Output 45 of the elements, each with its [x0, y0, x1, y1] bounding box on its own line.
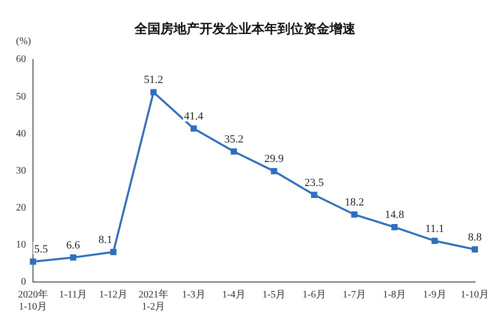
x-tick-label: 1-3月 [182, 290, 206, 301]
point [110, 248, 116, 256]
point [70, 254, 76, 261]
data-label: 5.5 [34, 244, 48, 256]
point [472, 246, 478, 253]
data-label: 8.8 [468, 231, 482, 244]
data-label: 35.2 [224, 134, 244, 146]
y-tick-label: 0 [21, 276, 26, 288]
point [30, 258, 36, 265]
x-tick-label: 1-12月 [99, 290, 128, 301]
data-label: 23.5 [304, 176, 324, 189]
x-tick-label: 1-7月 [342, 290, 366, 301]
x-tick-label: 1-5月 [262, 290, 286, 301]
x-tick-label: 2020年 1-10月 [18, 288, 48, 313]
data-label: 11.1 [425, 222, 444, 235]
point [391, 224, 398, 230]
data-label: 8.1 [98, 234, 112, 246]
point [432, 238, 438, 244]
x-tick-label: 1-9月 [422, 290, 446, 301]
y-axis-title: (%) [16, 36, 31, 47]
point [230, 148, 237, 155]
y-tick-label: 60 [16, 54, 26, 66]
y-tick-label: 50 [16, 91, 26, 102]
x-tick-label: 2021年 1-2月 [138, 288, 168, 313]
point [190, 125, 197, 132]
x-tick-label: 1-4月 [222, 290, 246, 301]
x-tick-label: 1-6月 [302, 290, 326, 301]
x-tick-label: 1-10月 [460, 290, 490, 301]
y-tick-label: 10 [16, 240, 26, 251]
data-label: 18.2 [344, 196, 364, 209]
data-label: 6.6 [66, 240, 81, 252]
x-tick-label: 1-8月 [382, 290, 406, 301]
point [351, 211, 358, 218]
data-label: 29.9 [264, 153, 284, 166]
y-tick-label: 40 [16, 128, 26, 140]
point [270, 168, 278, 174]
y-tick-label: 20 [16, 202, 26, 214]
chart-title: 全国房地产开发企业本年到位资金增速 [134, 21, 356, 38]
data-label: 41.4 [184, 110, 204, 123]
y-tick-label: 30 [16, 165, 26, 176]
x-tick-label: 1-11月 [59, 290, 88, 301]
data-label: 14.8 [384, 209, 405, 222]
point [311, 192, 318, 198]
data-label: 51.2 [144, 74, 164, 86]
point [150, 89, 157, 96]
